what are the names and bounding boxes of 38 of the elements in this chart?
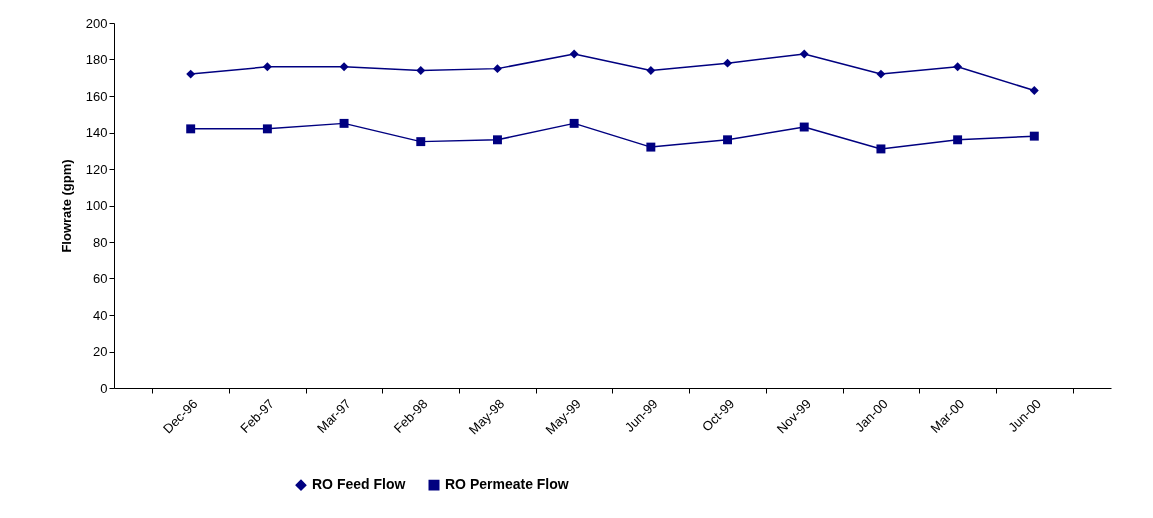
point	[416, 137, 426, 147]
y-tick-label: 140	[85, 125, 108, 140]
point	[876, 144, 886, 154]
point	[186, 69, 196, 79]
point	[262, 124, 272, 134]
point	[646, 142, 656, 152]
y-tick-label: 0	[100, 380, 108, 396]
y-tick-label: 100	[85, 198, 108, 213]
point	[646, 65, 656, 75]
y-axis-title: Flowrate (gpm)	[58, 159, 74, 253]
point	[799, 49, 809, 59]
point	[1029, 131, 1039, 141]
y-tick-label: 20	[93, 344, 108, 359]
point	[569, 118, 579, 128]
point	[339, 118, 349, 128]
point	[569, 49, 579, 59]
y-tick-label: 200	[85, 15, 108, 31]
y-tick-label: 60	[93, 271, 108, 286]
point	[1029, 86, 1039, 95]
point	[799, 122, 809, 132]
point	[953, 62, 963, 72]
point	[416, 65, 426, 75]
point	[186, 124, 196, 134]
point	[953, 135, 963, 145]
legend-label: RO Permeate Flow	[445, 476, 569, 493]
y-tick-label: 180	[85, 52, 108, 67]
legend-label: RO Feed Flow	[312, 476, 406, 493]
point	[339, 62, 349, 72]
y-tick-label: 120	[85, 161, 108, 177]
y-tick-label: 160	[85, 88, 108, 104]
point	[262, 62, 272, 72]
point	[723, 58, 733, 68]
y-tick-label: 80	[93, 234, 108, 250]
point	[876, 69, 886, 79]
y-tick-label: 40	[93, 307, 108, 323]
point	[723, 135, 733, 145]
point	[492, 64, 502, 74]
point	[492, 135, 502, 145]
